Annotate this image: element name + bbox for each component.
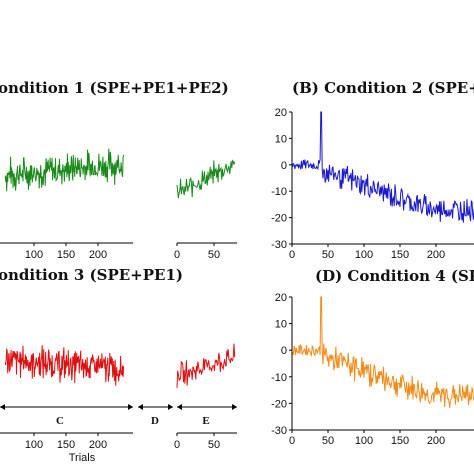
series-line — [292, 296, 474, 408]
y-tick-label: -30 — [271, 425, 287, 437]
x-tick-label: 200 — [89, 249, 107, 261]
x-tick-label: 150 — [391, 249, 409, 261]
x-tick-label: 0 — [174, 249, 180, 261]
segment-d-arrow-head-left — [138, 404, 143, 410]
segment-label-c: C — [56, 415, 64, 427]
x-tick-label: 150 — [391, 435, 409, 447]
x-tick-label: 0 — [289, 249, 295, 261]
series-line-second — [176, 159, 236, 199]
series-line-main — [4, 345, 125, 386]
x-tick-label: 150 — [57, 249, 75, 261]
series-line-main — [4, 148, 125, 192]
y-tick-label: 20 — [275, 292, 287, 304]
x-tick-label: 100 — [355, 249, 373, 261]
y-tick-label: -10 — [271, 186, 287, 198]
y-tick-label: -30 — [271, 239, 287, 251]
x-tick-label: 100 — [25, 439, 43, 451]
x-tick-label: 100 — [25, 249, 43, 261]
y-tick-label: -20 — [271, 398, 287, 410]
panel-c-title: ondition 3 (SPE+PE1) — [0, 266, 183, 284]
segment-e-arrow-head-left — [177, 404, 182, 410]
series-line — [292, 111, 474, 223]
x-tick-label: 150 — [57, 439, 75, 451]
panel-d-title: (D) Condition 4 (SP — [315, 267, 474, 285]
segment-label-e: E — [202, 415, 209, 427]
x-tick-label: 50 — [208, 249, 220, 261]
x-tick-label: 0 — [174, 439, 180, 451]
x-tick-label: 200 — [89, 439, 107, 451]
series-line-second — [176, 343, 236, 388]
y-tick-label: 10 — [275, 133, 287, 145]
x-axis-label: Trials — [69, 452, 96, 464]
x-tick-label: 100 — [355, 435, 373, 447]
segment-label-d: D — [151, 415, 159, 427]
segment-c-arrow-head-left — [0, 404, 5, 410]
panel-a: ondition 1 (SPE+PE1+PE2) 100 150 200 0 50 — [0, 79, 237, 261]
segment-c-arrow-head-right — [128, 404, 133, 410]
x-tick-label: 200 — [427, 435, 445, 447]
y-tick-label: 20 — [275, 107, 287, 119]
y-tick-label: 0 — [281, 345, 287, 357]
x-tick-label: 50 — [208, 439, 220, 451]
x-tick-label: 0 — [289, 435, 295, 447]
panel-c: ondition 3 (SPE+PE1) 100 150 200 0 50 C D E Tri… — [0, 266, 237, 464]
panel-a-title: ondition 1 (SPE+PE1+PE2) — [0, 79, 229, 97]
y-tick-label: 10 — [275, 319, 287, 331]
x-tick-label: 200 — [427, 249, 445, 261]
y-tick-label: -10 — [271, 372, 287, 384]
segment-e-arrow-head-right — [232, 404, 237, 410]
y-tick-label: 0 — [281, 160, 287, 172]
segment-d-arrow-head-right — [168, 404, 173, 410]
x-tick-label: 50 — [322, 249, 334, 261]
y-tick-label: -20 — [271, 213, 287, 225]
x-tick-label: 50 — [322, 435, 334, 447]
panel-b-title: (B) Condition 2 (SPE+ — [292, 79, 474, 97]
